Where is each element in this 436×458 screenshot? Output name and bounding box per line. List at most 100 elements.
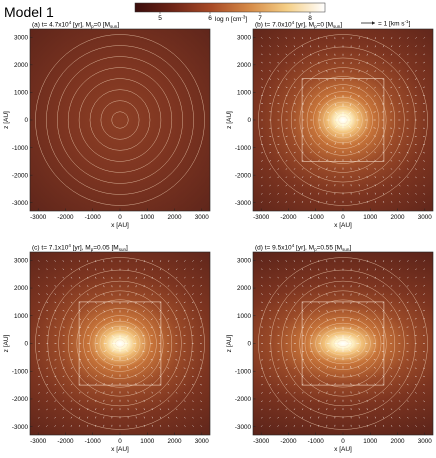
velocity-arrow	[326, 358, 329, 361]
velocity-arrow	[103, 383, 105, 386]
velocity-arrow	[285, 260, 287, 262]
y-tick-label: -3000	[12, 200, 29, 207]
velocity-arrow	[103, 358, 106, 361]
x-tick-label: 2000	[168, 214, 183, 221]
contour-line	[315, 322, 371, 365]
velocity-arrow	[38, 408, 40, 411]
y-tick-label: 0	[24, 341, 28, 348]
velocity-arrow	[46, 384, 49, 386]
velocity-arrow	[70, 383, 73, 386]
contour-line	[94, 320, 146, 367]
velocity-arrow	[390, 301, 393, 304]
velocity-arrow	[366, 176, 368, 179]
velocity-arrow	[301, 326, 305, 328]
velocity-arrow	[382, 391, 385, 394]
velocity-arrow	[277, 192, 279, 195]
contour-line	[299, 299, 387, 388]
velocity-arrow	[277, 310, 280, 312]
velocity-arrow	[310, 53, 312, 56]
axis-ticks: -3000 -2000 -1000 0 1000 2000 3000 -3000 -2000 -1…	[12, 34, 209, 221]
velocity-arrow	[356, 126, 360, 129]
velocity-arrow	[191, 384, 194, 386]
velocity-arrow	[62, 400, 65, 402]
velocity-arrow	[310, 375, 312, 377]
velocity-arrow	[350, 142, 352, 145]
velocity-arrow	[183, 285, 186, 287]
velocity-arrow	[151, 268, 153, 271]
velocity-arrow	[423, 408, 425, 411]
velocity-arrow	[54, 383, 57, 386]
velocity-arrow	[310, 37, 312, 40]
velocity-arrow	[70, 285, 73, 287]
velocity-arrow	[350, 86, 352, 90]
velocity-arrow	[293, 359, 296, 361]
velocity-arrow	[374, 70, 376, 73]
velocity-arrow	[318, 143, 321, 145]
velocity-arrow	[95, 318, 98, 321]
velocity-arrow	[374, 86, 376, 89]
velocity-arrow	[192, 408, 194, 411]
velocity-arrow	[285, 293, 288, 295]
x-tick-label: -3000	[30, 438, 47, 445]
velocity-arrow	[310, 424, 312, 427]
velocity-arrow	[285, 425, 287, 427]
velocity-arrow	[62, 416, 65, 419]
velocity-arrow	[382, 285, 385, 287]
velocity-arrow	[373, 94, 376, 97]
velocity-arrow	[175, 293, 178, 295]
velocity-arrow	[70, 425, 73, 427]
x-axis-label: x [AU]	[111, 222, 129, 229]
velocity-arrow	[365, 95, 368, 97]
velocity-arrow	[310, 127, 313, 129]
velocity-arrow	[269, 301, 272, 303]
velocity-arrow	[127, 374, 129, 377]
velocity-arrow	[151, 260, 153, 263]
velocity-arrow	[398, 86, 401, 89]
velocity-arrow	[365, 127, 368, 129]
velocity-arrow	[301, 416, 304, 419]
velocity-arrow	[366, 61, 368, 64]
velocity-arrow	[415, 201, 417, 203]
velocity-vectors	[261, 260, 425, 427]
velocity-arrow	[293, 37, 296, 39]
velocity-arrow	[423, 309, 425, 312]
velocity-arrow	[390, 151, 393, 154]
velocity-arrow	[184, 268, 186, 271]
contour-line	[331, 109, 355, 131]
velocity-arrow	[382, 168, 385, 170]
velocity-arrow	[310, 200, 312, 203]
velocity-arrow	[46, 318, 49, 320]
velocity-arrow	[133, 334, 137, 337]
contour-line	[313, 91, 373, 149]
velocity-arrow	[269, 276, 271, 279]
velocity-arrow	[269, 160, 272, 162]
velocity-arrow	[167, 359, 170, 361]
velocity-arrow	[350, 310, 352, 313]
velocity-arrow	[390, 61, 393, 64]
velocity-arrow	[126, 326, 129, 330]
velocity-arrow	[390, 383, 393, 386]
velocity-arrow	[326, 318, 329, 321]
velocity-arrow	[46, 367, 49, 369]
velocity-arrow	[326, 350, 330, 353]
velocity-arrow	[390, 168, 393, 170]
velocity-arrow	[277, 168, 280, 170]
velocity-arrow	[293, 285, 296, 287]
velocity-arrow	[366, 260, 368, 263]
contour-line	[76, 299, 164, 388]
velocity-arrow	[269, 400, 271, 402]
velocity-arrow	[415, 184, 417, 187]
velocity-arrow	[38, 367, 40, 369]
velocity-arrow	[398, 151, 401, 154]
velocity-arrow	[200, 392, 202, 394]
velocity-arrow	[398, 176, 401, 179]
velocity-arrow	[382, 176, 385, 179]
velocity-arrow	[143, 310, 145, 313]
velocity-arrow	[357, 318, 360, 321]
velocity-arrow	[414, 160, 417, 162]
velocity-arrow	[398, 383, 401, 386]
velocity-arrow	[38, 276, 40, 279]
velocity-arrow	[318, 86, 320, 89]
velocity-arrow	[318, 127, 321, 129]
velocity-arrow	[87, 260, 89, 263]
